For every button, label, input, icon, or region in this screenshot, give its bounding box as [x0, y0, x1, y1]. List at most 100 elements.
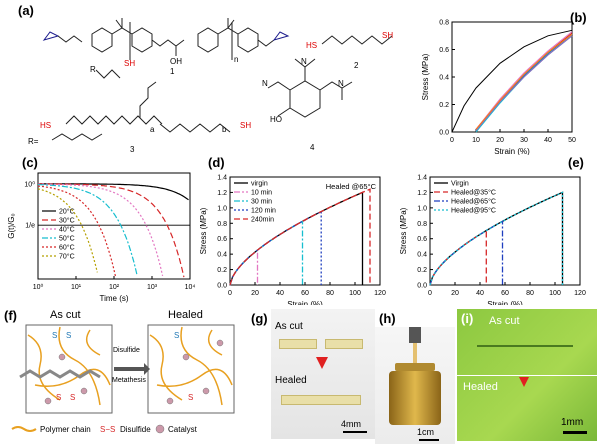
- h-weight: [389, 371, 441, 425]
- chart-c: Time (s) G(t)/G₀ 10⁰ 10¹ 10² 10³ 10⁴ 10⁰ 1/e 20°C…: [7, 172, 195, 303]
- chart-e-xtick-label: 60: [501, 290, 509, 297]
- chart-e-series-line: [429, 191, 564, 286]
- chart-b-series-line: [475, 35, 573, 133]
- panel-a-label: (a): [18, 3, 34, 18]
- chart-b-xtick-label: 0: [450, 137, 454, 144]
- f-legend-catalyst: Catalyst: [168, 425, 197, 434]
- h-clamp: [409, 327, 421, 343]
- f-s-red-1: S: [56, 393, 62, 402]
- chart-d-xtick-label: 120: [374, 290, 386, 297]
- chart-c-legend-label: 70°C: [59, 253, 75, 261]
- chart-d: Strain (%) Stress (MPa) 0 20 40 60 80 100 120 0.0…: [200, 175, 386, 306]
- chart-e-xtick-label: 120: [574, 290, 586, 297]
- chart-d-ytick-label: 1.0: [217, 205, 227, 212]
- chart-b-ytick-label: 0.4: [439, 75, 449, 82]
- chart-c-series-line: [38, 183, 185, 278]
- chart-e-ytick-label: 1.0: [417, 205, 427, 212]
- chart-c-legend-label: 20°C: [59, 208, 75, 216]
- chart-c-series-line: [38, 183, 189, 201]
- f-as-cut-title: As cut: [50, 309, 81, 321]
- chart-b-ylabel: Stress (MPa): [421, 53, 430, 100]
- f-s-blue-2: S: [66, 331, 72, 340]
- f-s-blue-3: S: [174, 331, 180, 340]
- chart-d-xtick-label: 0: [228, 290, 232, 297]
- chart-d-series-line: [229, 191, 364, 286]
- h-weight-top: [395, 363, 435, 371]
- panel-e-label: (e): [568, 155, 584, 170]
- chart-e-series-line: [429, 220, 504, 286]
- thiol-3-right: SH: [240, 121, 251, 130]
- chart-d-series-line: [229, 210, 322, 286]
- f-s-blue-1: S: [52, 331, 58, 340]
- g-strip-right: [325, 339, 363, 349]
- chart-c-ytick-label: 10⁰: [24, 180, 35, 188]
- f-healed-title: Healed: [168, 309, 203, 321]
- chart-c-ytick-label: 1/e: [25, 223, 35, 230]
- chart-c-xlabel: Time (s): [99, 294, 128, 303]
- subscript-a: a: [150, 125, 155, 134]
- chart-c-xtick-label: 10¹: [71, 284, 82, 291]
- chart-d-ylabel: Stress (MPa): [200, 207, 208, 254]
- subscript-b: b: [222, 125, 227, 134]
- chart-d-ytick-label: 0.8: [217, 221, 227, 228]
- chart-d-legend-label: 30 min: [251, 199, 272, 206]
- chart-d-ytick-label: 0.0: [217, 283, 227, 290]
- g-scale-text: 4mm: [341, 419, 361, 429]
- chemical-structures: 1 n OH 2 HS SH SH HS SH a b R R= 3 HO N …: [28, 18, 393, 154]
- chart-e-ytick-label: 0.4: [417, 252, 427, 259]
- h-scale-text: 1cm: [417, 427, 435, 437]
- chart-d-ytick-label: 1.4: [217, 175, 227, 182]
- chart-e-series-line: [429, 229, 487, 286]
- chart-e-legend-label: Healed@35°C: [451, 189, 496, 197]
- chart-d-xtick-label: 20: [251, 290, 259, 297]
- chart-d-series-line: [229, 188, 371, 286]
- panel-c-label: (c): [22, 155, 38, 170]
- chart-e-xtick-label: 80: [526, 290, 534, 297]
- chart-e-ytick-label: 1.2: [417, 190, 427, 197]
- chart-e-xtick-label: 0: [428, 290, 432, 297]
- chart-d-xtick-label: 80: [326, 290, 334, 297]
- chart-e: Strain (%) Stress (MPa) 0 20 40 60 80 100 120 0.0…: [400, 175, 586, 306]
- amine-n-2: N: [301, 57, 307, 66]
- i-cut-line: [477, 345, 573, 347]
- g-strip-healed: [281, 395, 361, 405]
- g-red-arrow: [316, 357, 328, 369]
- thiol-3-left: HS: [40, 121, 51, 130]
- d-annotation: Healed @65°C: [326, 182, 377, 191]
- chart-d-ytick-label: 0.6: [217, 236, 227, 243]
- i-red-arrow: [519, 377, 529, 387]
- chart-e-legend-label: Healed@95°C: [451, 207, 496, 215]
- chart-c-xtick-label: 10³: [147, 284, 158, 291]
- repeat-n: n: [234, 55, 238, 64]
- thiol-2-left: HS: [306, 41, 317, 50]
- chart-c-ylabel: G(t)/G₀: [7, 213, 16, 239]
- chart-c-legend-label: 60°C: [59, 244, 75, 252]
- chart-e-xtick-label: 100: [549, 290, 561, 297]
- chart-e-ytick-label: 1.4: [417, 175, 427, 182]
- chart-d-xlabel: Strain (%): [287, 300, 323, 305]
- chart-d-xtick-label: 100: [349, 290, 361, 297]
- g-photo: As cut Healed 4mm: [271, 309, 375, 439]
- f-s-red-3: S: [188, 393, 194, 402]
- h-photo: 1cm: [375, 327, 455, 444]
- panel-a: (a): [0, 0, 395, 155]
- chart-d-legend-label: 240min: [251, 217, 274, 224]
- amine-n-1: N: [262, 79, 268, 88]
- i-scale-bar: [563, 431, 587, 434]
- f-legend-ss: S−S: [100, 425, 116, 434]
- chart-e-xtick-label: 20: [451, 290, 459, 297]
- chart-e-series-line: [429, 191, 564, 286]
- compound-2-number: 2: [354, 61, 359, 70]
- chart-d-legend-label: virgin: [251, 181, 268, 188]
- f-arrow-text-1: Disulfide: [113, 347, 140, 354]
- chart-e-legend-label: Virgin: [451, 181, 469, 188]
- chart-b-xtick-label: 20: [496, 137, 504, 144]
- panel-f-label: (f): [4, 308, 17, 323]
- chart-e-xtick-label: 40: [476, 290, 484, 297]
- chart-b-ytick-label: 0.2: [439, 102, 449, 109]
- chart-b-xtick-label: 30: [520, 137, 528, 144]
- compound-4-number: 4: [310, 143, 315, 152]
- panel-h: (h) 1cm: [375, 305, 455, 444]
- chart-b-series-line: [475, 35, 573, 131]
- compound-1-number: 1: [170, 67, 175, 76]
